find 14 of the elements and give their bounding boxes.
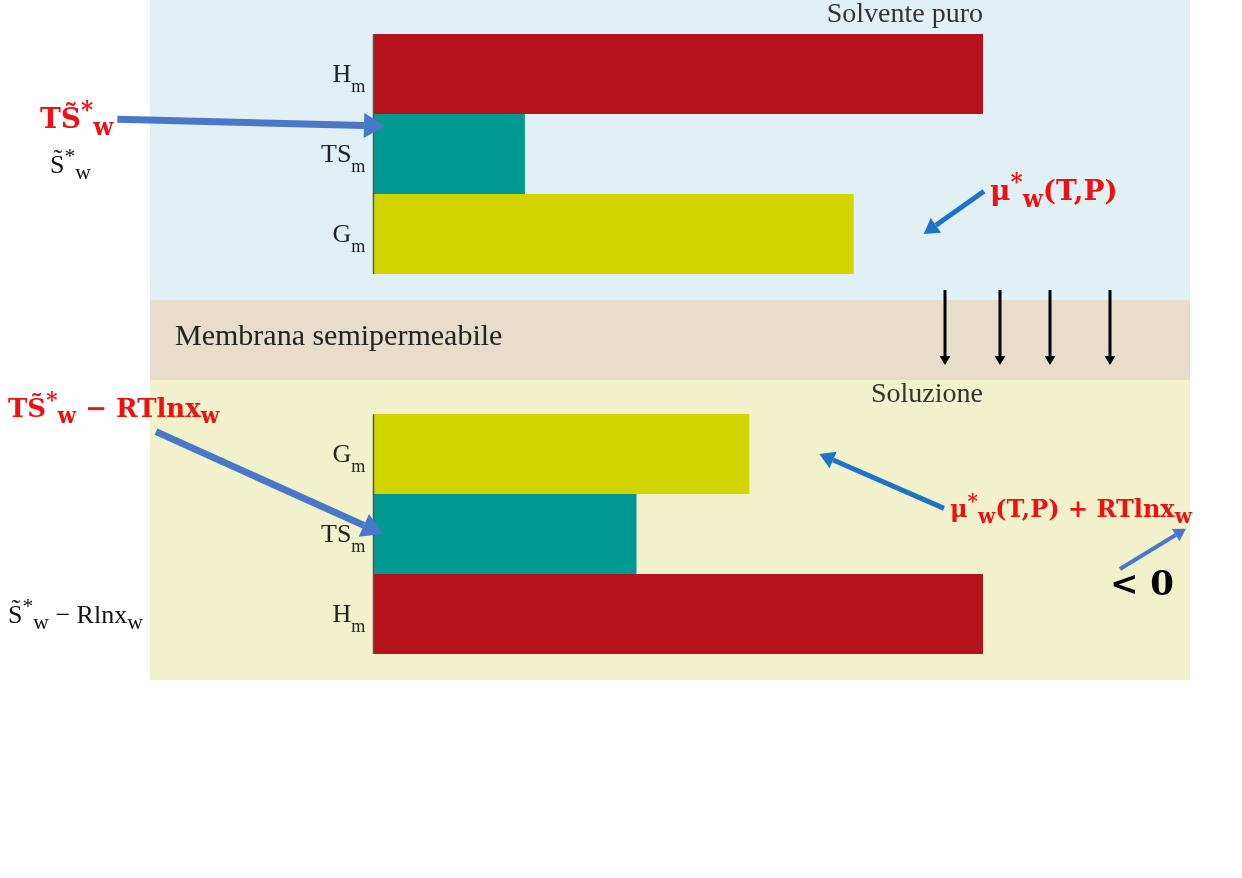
- annotation: μ$^{*}$$_{w}$(T,P) + RTlnx$_{w}$: [950, 489, 1192, 528]
- chart-title: Solvente puro: [826, 0, 983, 28]
- text: TS̃$^{*}$$_{w}$ − RTlnx$_{w}$: [8, 387, 220, 428]
- y-tick-label: G$_{m}$: [332, 219, 366, 256]
- chart-title: Soluzione: [871, 377, 983, 408]
- y-tick-label: TS$_{m}$: [321, 139, 366, 176]
- text: < 0: [1110, 563, 1174, 603]
- text: S̃$^{*}$$_{w}$ − Rlnx$_{w}$: [8, 594, 143, 635]
- y-tick-label: H$_{m}$: [332, 599, 366, 636]
- y-tick-label: TS$_{m}$: [321, 519, 366, 556]
- y-tick-label: H$_{m}$: [332, 59, 366, 96]
- text: μ$^{*}$$_{w}$(T,P): [990, 168, 1118, 213]
- text: Membrana semipermeabile: [175, 318, 503, 351]
- y-tick-label: G$_{m}$: [332, 439, 366, 476]
